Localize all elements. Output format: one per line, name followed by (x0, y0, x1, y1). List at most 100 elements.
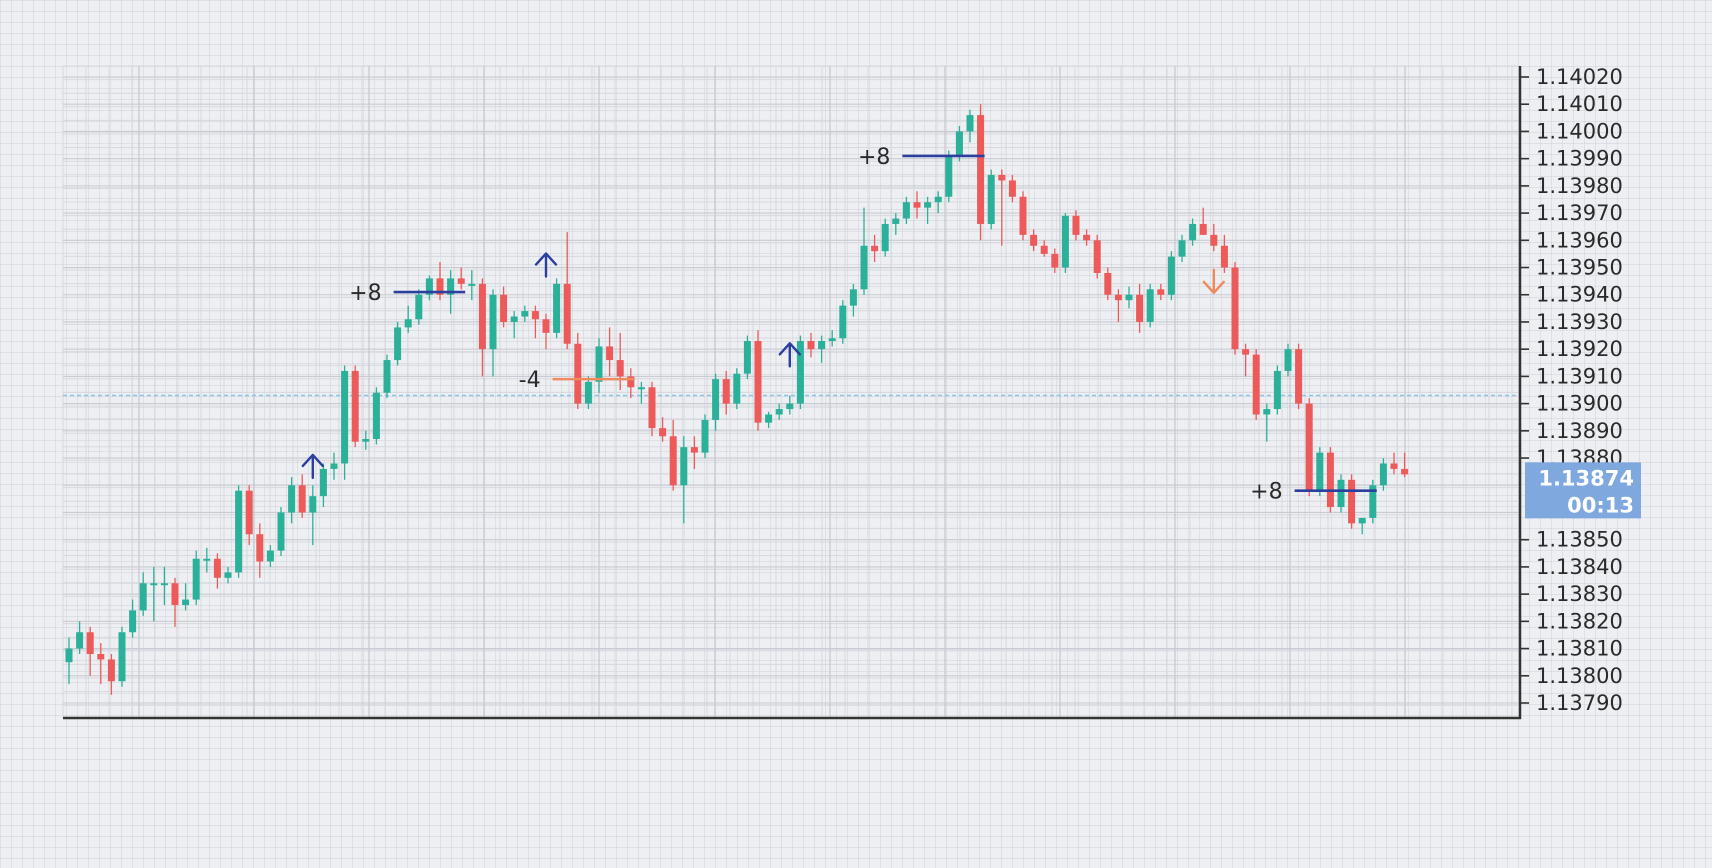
candle-body (860, 245, 868, 290)
candle-body (648, 387, 656, 429)
candle (1326, 447, 1334, 513)
candle (1157, 283, 1165, 301)
current-price-label: 1.13874 (1538, 466, 1634, 490)
candle-body (394, 327, 402, 361)
candle (902, 196, 910, 224)
candle-body (627, 376, 635, 388)
candle-body (372, 392, 380, 439)
candle-body (425, 278, 433, 295)
candle-body (415, 294, 423, 320)
candle-body (245, 490, 253, 535)
candle (680, 436, 688, 524)
candle (277, 507, 285, 557)
candle (160, 566, 168, 606)
trade-annotation: +8 (858, 145, 985, 170)
candle-body (86, 632, 94, 655)
candle (1083, 229, 1091, 246)
candle-body (404, 319, 412, 328)
candle-body (1379, 463, 1387, 486)
candle (65, 637, 73, 684)
candle-body (1273, 370, 1281, 410)
y-tick-label: 1.13850 (1536, 528, 1623, 552)
candle (849, 283, 857, 317)
candle (606, 327, 614, 377)
candle-body (987, 174, 995, 224)
candle-body (182, 599, 190, 606)
candle-body (743, 341, 751, 374)
candle (404, 305, 412, 333)
candle (1019, 191, 1027, 241)
candle-body (701, 419, 709, 453)
candle-timer-label: 00:13 (1567, 493, 1634, 517)
candle (871, 234, 879, 263)
candle-body (595, 346, 603, 382)
candle (319, 463, 327, 508)
candle (468, 270, 476, 301)
y-tick-label: 1.13900 (1536, 392, 1623, 416)
candle-body (849, 289, 857, 306)
candle (1284, 343, 1292, 377)
candle-body (309, 496, 317, 513)
candle-body (680, 447, 688, 486)
y-tick-label: 1.14000 (1536, 119, 1623, 143)
candle-body (1326, 452, 1334, 508)
candle (436, 262, 444, 301)
candle (266, 545, 274, 567)
y-tick-label: 1.14010 (1536, 92, 1623, 116)
candle-body (531, 311, 539, 320)
y-tick-label: 1.13950 (1536, 256, 1623, 280)
candle (669, 419, 677, 491)
major-gridlines (63, 66, 1520, 718)
y-tick-label: 1.13990 (1536, 147, 1623, 171)
candle (828, 330, 836, 347)
trade-result-label: +8 (858, 145, 890, 170)
candle-body (733, 373, 741, 404)
candle-body (1284, 349, 1292, 371)
candle-body (1178, 240, 1186, 257)
candle-body (341, 370, 349, 464)
candle (150, 566, 158, 622)
candle-body (266, 550, 274, 562)
candle (542, 313, 550, 350)
candle (796, 335, 804, 410)
candle-body (765, 414, 773, 423)
candle (415, 289, 423, 325)
candle (1337, 474, 1345, 513)
candle (1008, 174, 1016, 203)
candle-body (65, 648, 73, 663)
candle (510, 311, 518, 339)
candle (383, 354, 391, 399)
candle (1178, 234, 1186, 263)
candle (1242, 343, 1250, 377)
candle-body (298, 485, 306, 513)
candle-body (1305, 403, 1313, 491)
candle-body (722, 379, 730, 404)
candle-body (1030, 234, 1038, 246)
candle-body (1401, 468, 1409, 475)
candle (362, 430, 370, 450)
candle (1114, 289, 1122, 322)
candle-body (574, 343, 582, 404)
candle (235, 485, 243, 578)
candles (65, 104, 1409, 695)
candle (1093, 234, 1101, 279)
candle (743, 335, 751, 380)
candle-body (76, 632, 84, 649)
candle-body (1295, 349, 1303, 404)
candle (245, 485, 253, 546)
y-tick-label: 1.13960 (1536, 228, 1623, 252)
candle (690, 436, 698, 469)
candle-body (288, 485, 296, 513)
candle (934, 191, 942, 214)
candle-body (510, 316, 518, 322)
candle-body (489, 294, 497, 350)
candle (1231, 262, 1239, 355)
candle-body (839, 305, 847, 339)
candle-body (478, 283, 486, 350)
candle (76, 621, 84, 655)
y-tick-label: 1.13980 (1536, 174, 1623, 198)
candle (1390, 452, 1398, 475)
candle-body (1263, 409, 1271, 415)
candle-body (871, 245, 879, 252)
